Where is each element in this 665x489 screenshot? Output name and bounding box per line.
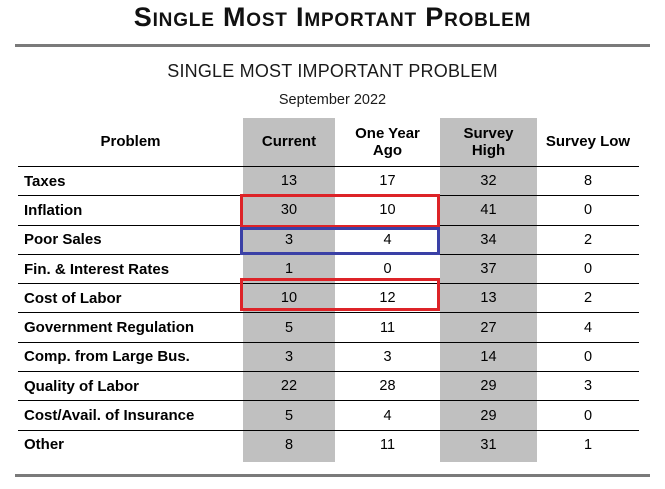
table-row: Quality of Labor 22 28 29 3 (18, 371, 639, 401)
cell-one-year-ago: 4 (383, 407, 392, 424)
cell-current: 5 (243, 401, 335, 430)
cell-survey-low: 0 (583, 261, 593, 278)
cell-one-year-ago: 12 (379, 290, 396, 307)
shaded-column-tail (18, 458, 639, 463)
table-row: Comp. from Large Bus. 3 3 14 0 (18, 341, 639, 372)
cell-survey-high: 27 (440, 313, 537, 342)
cell-survey-high: 41 (440, 196, 537, 225)
page-title: Single Most Important Problem (133, 2, 532, 32)
cell-one-year-ago: 0 (383, 261, 392, 278)
cell-current: 3 (243, 342, 335, 372)
cell-problem: Government Regulation (24, 319, 195, 337)
cell-current: 10 (243, 284, 335, 313)
cell-problem: Cost/Avail. of Insurance (24, 407, 195, 425)
cell-one-year-ago: 4 (383, 231, 392, 248)
table-row: Other 8 11 31 1 (18, 429, 639, 459)
cell-survey-low: 0 (583, 407, 593, 424)
bottom-divider (15, 474, 650, 477)
cell-current: 22 (243, 372, 335, 401)
cell-one-year-ago: 11 (379, 436, 396, 453)
cell-problem: Other (24, 436, 65, 454)
cell-problem: Comp. from Large Bus. (24, 348, 190, 366)
problems-table: Problem Current One Year Ago Survey High… (18, 118, 639, 463)
table-row: Cost of Labor 10 12 13 2 (18, 283, 639, 313)
cell-survey-low: 3 (583, 378, 593, 395)
cell-one-year-ago: 3 (383, 348, 392, 365)
cell-survey-high: 29 (440, 372, 537, 401)
cell-survey-low: 2 (583, 290, 593, 307)
column-header-current: Current (243, 118, 335, 166)
column-header-survey-low: Survey Low (545, 133, 631, 151)
cell-survey-high: 32 (440, 167, 537, 196)
cell-problem: Poor Sales (24, 231, 102, 249)
table-row: Taxes 13 17 32 8 (18, 167, 639, 196)
cell-survey-low: 2 (583, 231, 593, 248)
column-header-problem: Problem (100, 133, 161, 151)
cell-one-year-ago: 11 (379, 319, 396, 336)
cell-current: 30 (243, 196, 335, 225)
cell-current: 3 (243, 225, 335, 254)
cell-problem: Taxes (24, 172, 66, 190)
cell-survey-high: 37 (440, 254, 537, 284)
cell-survey-low: 1 (583, 436, 593, 453)
cell-problem: Cost of Labor (24, 289, 122, 307)
cell-survey-low: 4 (583, 319, 593, 336)
cell-one-year-ago: 28 (379, 378, 396, 395)
cell-survey-high: 31 (440, 430, 537, 459)
cell-survey-low: 0 (583, 348, 593, 365)
cell-problem: Quality of Labor (24, 377, 140, 395)
column-header-one-year-ago: One Year Ago (355, 124, 420, 159)
column-header-survey-high: Survey High (440, 118, 537, 166)
table-body: Taxes 13 17 32 8 Inflation 30 10 41 0 Poor Sales 3 4… (18, 167, 639, 459)
cell-current: 13 (243, 167, 335, 196)
cell-problem: Inflation (24, 201, 83, 219)
cell-survey-high: 14 (440, 342, 537, 372)
cell-one-year-ago: 10 (379, 202, 396, 219)
cell-current: 1 (243, 254, 335, 284)
top-divider (15, 44, 650, 47)
cell-problem: Fin. & Interest Rates (24, 260, 170, 278)
cell-survey-high: 29 (440, 401, 537, 430)
cell-current: 5 (243, 313, 335, 342)
table-row: Cost/Avail. of Insurance 5 4 29 0 (18, 400, 639, 430)
table-row: Poor Sales 3 4 34 2 (18, 224, 639, 254)
table-date: September 2022 (278, 92, 387, 108)
cell-current: 8 (243, 430, 335, 459)
table-header-row: Problem Current One Year Ago Survey High… (18, 118, 639, 167)
cell-survey-high: 34 (440, 225, 537, 254)
table-row: Inflation 30 10 41 0 (18, 195, 639, 225)
table-title: SINGLE MOST IMPORTANT PROBLEM (167, 61, 498, 81)
cell-survey-low: 8 (583, 173, 593, 190)
cell-one-year-ago: 17 (379, 173, 396, 190)
table-row: Fin. & Interest Rates 1 0 37 0 (18, 253, 639, 284)
table-row: Government Regulation 5 11 27 4 (18, 312, 639, 342)
cell-survey-low: 0 (583, 202, 593, 219)
cell-survey-high: 13 (440, 284, 537, 313)
